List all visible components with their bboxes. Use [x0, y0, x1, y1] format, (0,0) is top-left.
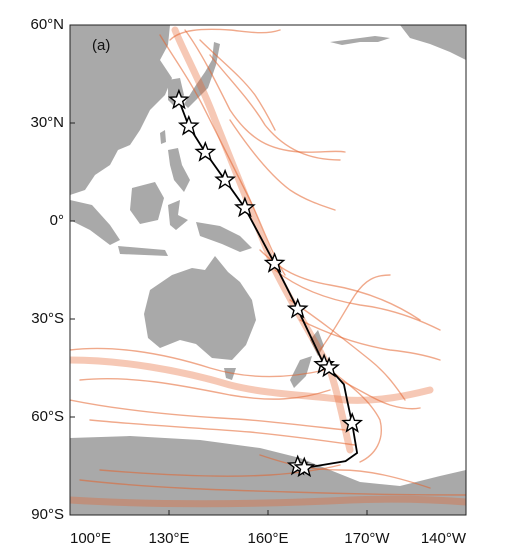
borneo: [130, 182, 164, 224]
star-marker: [168, 88, 190, 110]
new-zealand: [290, 330, 324, 388]
trajectory: [79, 378, 331, 400]
x-tick-label: 100°E: [70, 530, 111, 547]
trajectory-band: [70, 356, 434, 404]
star-marker: [214, 168, 236, 190]
sulawesi: [168, 200, 188, 230]
star-marker: [286, 297, 309, 319]
trajectory: [319, 274, 391, 351]
y-tick-label: 60°S: [31, 408, 64, 425]
alaska: [400, 25, 466, 60]
star-marker: [263, 252, 286, 273]
star-marker: [194, 140, 217, 162]
star-marker: [341, 411, 364, 433]
trajectory: [199, 39, 276, 131]
java: [118, 246, 168, 256]
trajectory: [259, 454, 431, 489]
y-tick-label: 30°S: [31, 310, 64, 327]
y-tick-label: 30°N: [30, 114, 64, 131]
y-tick-label: 90°S: [31, 506, 64, 523]
new-guinea: [196, 222, 252, 252]
trajectory: [79, 479, 466, 496]
tasmania: [224, 368, 236, 380]
trajectory: [159, 34, 286, 276]
trajectory: [274, 269, 441, 331]
x-tick-label: 170°W: [344, 530, 390, 547]
x-tick-label: 130°E: [148, 530, 189, 547]
sumatra: [70, 200, 120, 245]
star-marker: [234, 196, 256, 218]
trajectory: [184, 29, 346, 153]
star-marker: [177, 114, 200, 136]
trajectory: [99, 464, 341, 477]
trajectory: [339, 379, 421, 410]
trajectory: [169, 28, 281, 41]
trajectory: [70, 347, 326, 378]
x-tick-label: 160°E: [247, 530, 288, 547]
star-marker: [318, 356, 341, 378]
basemap: [70, 25, 466, 515]
asia: [70, 25, 172, 195]
trajectory: [89, 419, 356, 446]
trajectory: [299, 319, 441, 361]
x-tick-label: 140°W: [421, 530, 467, 547]
star-marker: [293, 456, 316, 478]
y-tick-label: 60°N: [30, 16, 64, 33]
trajectory: [229, 119, 336, 211]
y-tick-label: 0°: [50, 212, 64, 229]
australia: [144, 256, 256, 360]
taiwan: [160, 130, 166, 144]
aleutians: [330, 36, 390, 45]
panel-label: (a): [92, 37, 110, 54]
trajectory-band: [70, 495, 466, 508]
philippines: [168, 148, 190, 192]
trajectory: [70, 399, 346, 431]
japan: [184, 42, 220, 108]
trajectory: [289, 299, 406, 401]
trajectory: [209, 54, 341, 161]
